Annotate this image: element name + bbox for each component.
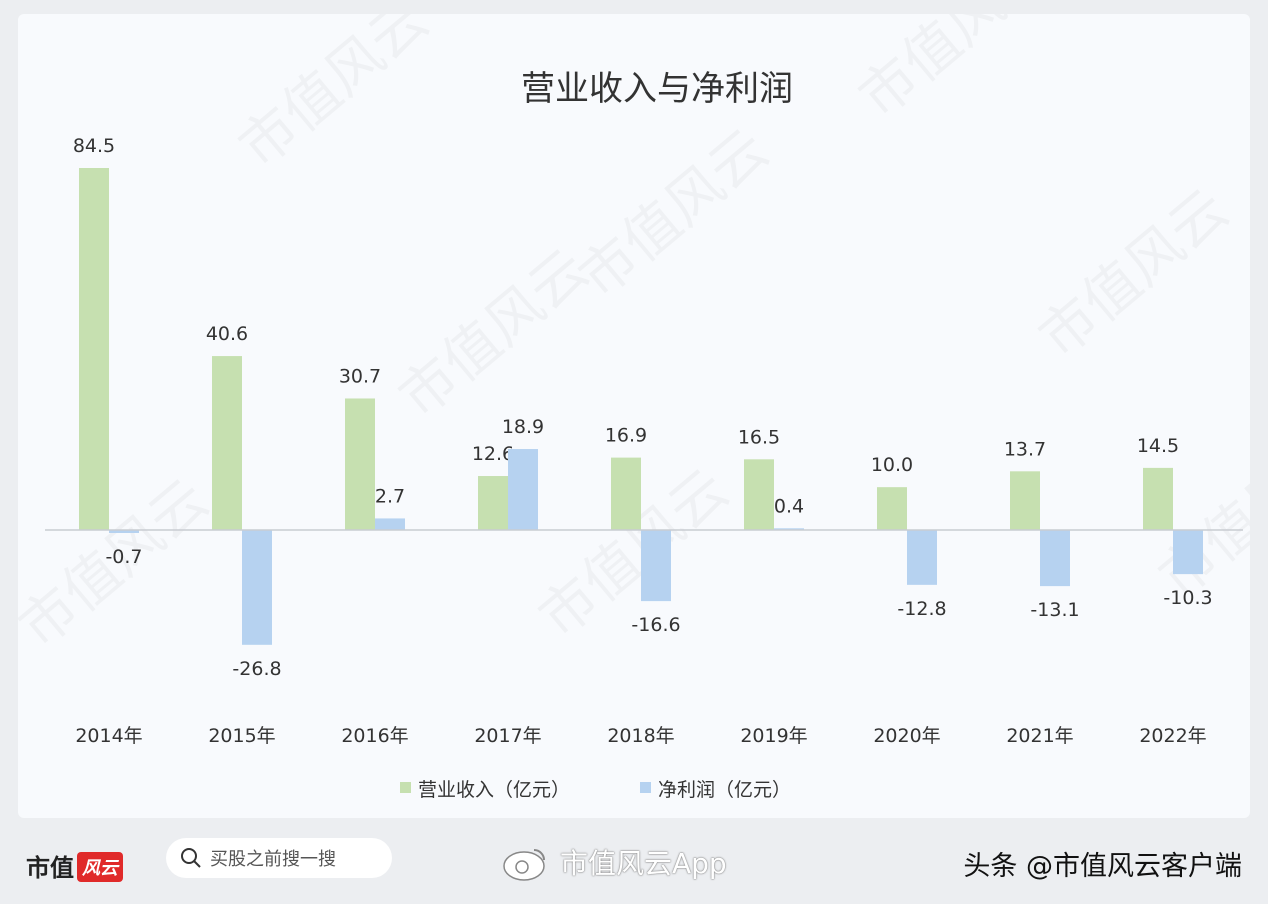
legend-label: 净利润（亿元） (658, 779, 791, 801)
net-profit-bar (1040, 530, 1070, 587)
x-tick-label: 2022年 (1139, 725, 1206, 747)
revenue-bar (877, 487, 907, 530)
revenue-data-label: 16.9 (605, 425, 647, 447)
x-tick-label: 2016年 (341, 725, 408, 747)
revenue-data-label: 30.7 (339, 365, 381, 387)
net-profit-bar (375, 518, 405, 530)
net-profit-data-label: -16.6 (631, 614, 680, 636)
net-profit-bar (109, 530, 139, 533)
revenue-bar (1010, 471, 1040, 530)
x-tick-label: 2019年 (740, 725, 807, 747)
net-profit-data-label: -0.7 (105, 546, 142, 568)
x-tick-label: 2014年 (75, 725, 142, 747)
legend-label: 营业收入（亿元） (418, 779, 570, 801)
weibo-icon (503, 849, 545, 881)
watermark-text: 市值风云 (567, 117, 780, 311)
search-icon (181, 848, 201, 868)
revenue-bar (478, 476, 508, 530)
revenue-bar (79, 168, 109, 530)
net-profit-data-label: -10.3 (1163, 587, 1212, 609)
footer: 市值 风云 买股之前搜一搜 市值风云App 头条 @市值风云客户端 (0, 818, 1268, 904)
revenue-data-label: 84.5 (73, 135, 115, 157)
revenue-data-label: 40.6 (206, 323, 248, 345)
legend: 营业收入（亿元） 净利润（亿元） (400, 779, 791, 801)
x-tick-label: 2018年 (607, 725, 674, 747)
weibo-watermark: 市值风云App (500, 842, 727, 882)
revenue-bar (611, 457, 641, 530)
logo-text: 市值 (26, 853, 74, 882)
x-tick-label: 2021年 (1006, 725, 1073, 747)
brand-logo: 市值 风云 (26, 848, 123, 883)
chart-card: 市值风云 市值风云 市值风云 市值风云 市值风云 市值风云 市值风云 市值风云 营业收入与净利… (18, 14, 1250, 818)
watermark-text: 市值风云 (227, 14, 440, 181)
revenue-data-label: 12.6 (472, 443, 514, 465)
chart-title: 营业收入与净利润 (521, 69, 793, 109)
net-profit-bar (907, 530, 937, 585)
net-profit-data-label: -26.8 (232, 658, 281, 680)
revenue-bar (1143, 467, 1173, 530)
revenue-data-label: 16.5 (738, 426, 780, 448)
x-tick-label: 2017年 (474, 725, 541, 747)
net-profit-data-label: 18.9 (502, 416, 544, 438)
revenue-bar (744, 459, 774, 530)
net-profit-data-label: -13.1 (1030, 599, 1079, 621)
x-tick-label: 2020年 (873, 725, 940, 747)
net-profit-bar (1173, 530, 1203, 575)
watermark-text: 市值风云 (387, 237, 600, 431)
weibo-text: 市值风云App (560, 847, 727, 880)
net-profit-data-label: 0.4 (774, 495, 804, 517)
x-tick-label: 2015年 (208, 725, 275, 747)
revenue-data-label: 13.7 (1004, 438, 1046, 460)
net-profit-bar (641, 530, 671, 602)
legend-swatch (640, 782, 651, 793)
legend-swatch (400, 782, 411, 793)
toutiao-attribution: 头条 @市值风云客户端 (963, 851, 1242, 882)
net-profit-bar (242, 530, 272, 645)
net-profit-bar (774, 528, 804, 530)
watermark-text: 市值风云 (847, 14, 1060, 131)
net-profit-data-label: -12.8 (897, 598, 946, 620)
search-placeholder: 买股之前搜一搜 (210, 849, 336, 870)
revenue-bar (345, 398, 375, 530)
search-box[interactable]: 买股之前搜一搜 (166, 838, 392, 878)
revenue-data-label: 10.0 (871, 454, 913, 476)
net-profit-bar (508, 449, 538, 530)
revenue-data-label: 14.5 (1137, 435, 1179, 457)
watermark-text: 市值风云 (1027, 177, 1240, 371)
logo-mark: 风云 (77, 852, 123, 882)
net-profit-data-label: 2.7 (375, 485, 405, 507)
revenue-bar (212, 356, 242, 530)
